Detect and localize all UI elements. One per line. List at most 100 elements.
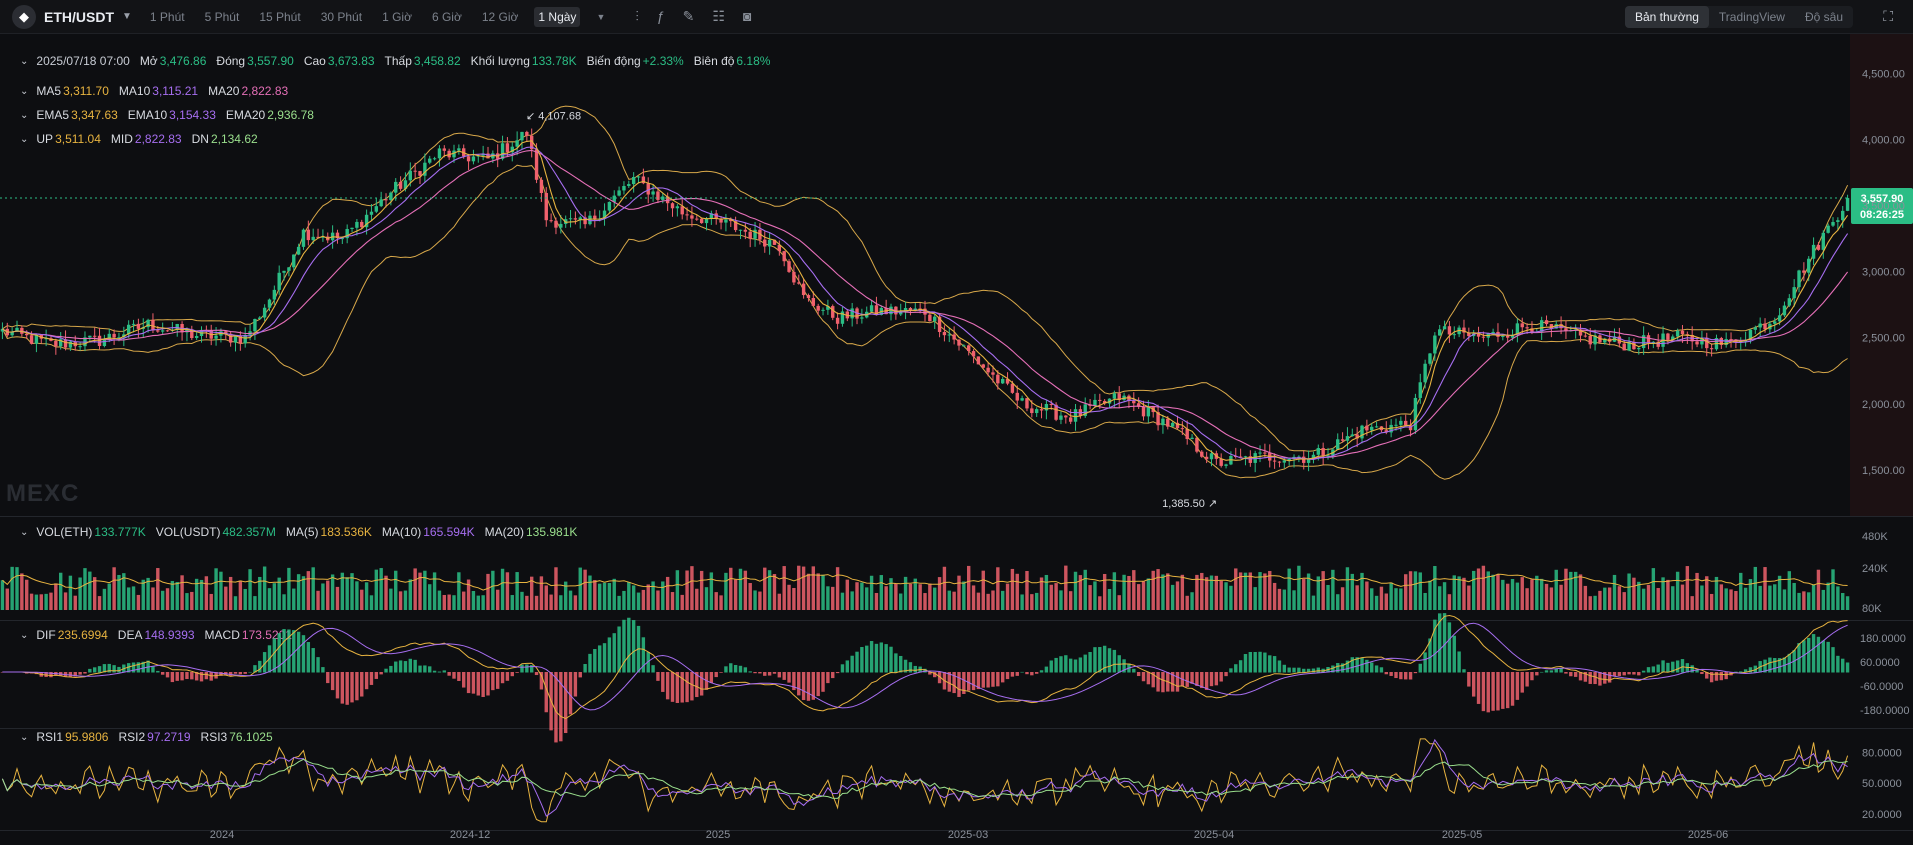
macd-histogram-bar bbox=[1302, 668, 1306, 673]
macd-histogram-bar bbox=[1433, 619, 1437, 673]
indicator-icon[interactable]: ⫶ bbox=[635, 8, 639, 24]
ma-chevron-icon[interactable]: ⌄ bbox=[20, 85, 29, 97]
trading-pair[interactable]: ETH/USDT bbox=[44, 8, 114, 25]
macd-histogram-bar bbox=[408, 658, 413, 673]
price-tick-label: 2,500.00 bbox=[1862, 333, 1905, 345]
macd-histogram-bar bbox=[180, 672, 184, 681]
volume-bar bbox=[1709, 593, 1714, 610]
ema-chevron-icon[interactable]: ⌄ bbox=[20, 109, 29, 121]
macd-histogram-bar bbox=[1777, 658, 1782, 673]
macd-histogram-bar bbox=[646, 652, 650, 673]
rsi-chevron-icon[interactable]: ⌄ bbox=[20, 731, 29, 743]
timeframe-7[interactable]: 1 Ngày bbox=[534, 6, 581, 27]
volume-chevron-icon[interactable]: ⌄ bbox=[20, 526, 29, 538]
volume-bar bbox=[835, 567, 840, 610]
formula-icon[interactable]: ƒ bbox=[656, 8, 665, 24]
candle bbox=[967, 344, 971, 356]
candle bbox=[1428, 352, 1432, 366]
macd-histogram-bar bbox=[1379, 667, 1384, 673]
candle bbox=[617, 186, 621, 197]
view-option-2[interactable]: Độ sâu bbox=[1804, 10, 1843, 24]
layout-icon[interactable]: ☷ bbox=[712, 8, 725, 24]
macd-histogram-bar bbox=[583, 664, 587, 673]
volume-bar bbox=[1311, 595, 1316, 610]
volume-bar bbox=[1753, 566, 1758, 610]
macd-histogram-bar bbox=[1229, 668, 1233, 673]
macd-histogram-bar bbox=[1374, 665, 1379, 673]
volume-bar bbox=[860, 582, 864, 610]
volume-bar bbox=[394, 570, 398, 610]
macd-histogram-bar bbox=[1112, 649, 1117, 673]
macd-histogram-bar bbox=[1768, 657, 1772, 673]
volume-bar bbox=[340, 572, 345, 610]
volume-bar bbox=[15, 567, 19, 610]
volume-bar bbox=[447, 594, 451, 610]
candle bbox=[432, 156, 437, 161]
timeframe-6[interactable]: 12 Giờ bbox=[481, 9, 519, 24]
candle bbox=[816, 303, 820, 316]
vol-eth-value: 133.777K bbox=[94, 525, 146, 539]
pair-dropdown-icon[interactable]: ▼ bbox=[122, 11, 132, 22]
volume-bar bbox=[534, 595, 539, 610]
volume-bar bbox=[908, 583, 913, 610]
timeframe-1[interactable]: 5 Phút bbox=[204, 9, 240, 24]
volume-bar bbox=[1360, 572, 1364, 610]
macd-histogram-bar bbox=[772, 672, 777, 674]
timeframe-0[interactable]: 1 Phút bbox=[149, 9, 185, 24]
collapse-chevron-icon[interactable]: ⌄ bbox=[20, 55, 29, 67]
volume-bar bbox=[0, 580, 5, 610]
fullscreen-icon[interactable]: ⛶ bbox=[1883, 8, 1893, 24]
macd-histogram-bar bbox=[476, 672, 480, 696]
timeframe-2[interactable]: 15 Phút bbox=[259, 9, 301, 24]
volume-bar bbox=[301, 576, 306, 610]
chart-canvas[interactable]: 3,557.90 08:26:25 1,500.00 2,000.00 2,500.00… bbox=[0, 34, 1913, 845]
macd-histogram-bar bbox=[1413, 672, 1418, 674]
view-option-0[interactable]: Bản thường bbox=[1624, 6, 1709, 28]
volume-bar bbox=[602, 582, 607, 610]
macd-histogram-bar bbox=[1345, 660, 1350, 673]
camera-icon[interactable]: ◙ bbox=[742, 8, 752, 24]
macd-chevron-icon[interactable]: ⌄ bbox=[20, 629, 29, 641]
volume-bar bbox=[73, 595, 77, 610]
volume-bar bbox=[1321, 571, 1325, 610]
macd-histogram-bar bbox=[1311, 668, 1316, 673]
timeframe-5[interactable]: 6 Giờ bbox=[431, 9, 462, 24]
x-tick-label: 2025-05 bbox=[1442, 829, 1482, 841]
timeframe-dropdown-icon[interactable]: ▼ bbox=[596, 11, 606, 22]
timeframe-3[interactable]: 30 Phút bbox=[320, 9, 363, 24]
volume-bar bbox=[311, 567, 315, 610]
volume-bar bbox=[962, 581, 966, 610]
macd-histogram-bar bbox=[117, 666, 121, 673]
macd-histogram-bar bbox=[1603, 672, 1607, 684]
macd-tick-label: 60.0000 bbox=[1860, 657, 1900, 669]
macd-histogram-bar bbox=[1481, 672, 1486, 712]
macd-histogram-bar bbox=[1651, 666, 1656, 673]
macd-histogram-bar bbox=[1204, 672, 1209, 690]
rsi2-line bbox=[1, 738, 1848, 817]
candle bbox=[243, 327, 247, 348]
macd-histogram-bar bbox=[1107, 648, 1112, 673]
macd-histogram-bar bbox=[1705, 672, 1709, 679]
dea-value: 148.9393 bbox=[144, 628, 195, 642]
macd-histogram-bar bbox=[1258, 651, 1262, 673]
macd-histogram-bar bbox=[1462, 669, 1466, 673]
volume-bar bbox=[1379, 586, 1384, 610]
macd-histogram-bar bbox=[831, 672, 835, 679]
pencil-icon[interactable]: ✎ bbox=[682, 8, 695, 24]
macd-histogram-bar bbox=[1161, 672, 1165, 693]
candle bbox=[238, 331, 243, 351]
candle bbox=[1719, 336, 1724, 349]
volume-bar bbox=[350, 573, 354, 610]
volume-bar bbox=[219, 571, 223, 610]
ma10-value: 3,115.21 bbox=[152, 84, 199, 98]
macd-histogram-bar bbox=[928, 672, 932, 675]
volume-bar bbox=[597, 583, 602, 610]
macd-histogram-bar bbox=[627, 617, 631, 673]
timeframe-4[interactable]: 1 Giờ bbox=[382, 9, 412, 24]
volume-bar bbox=[1748, 579, 1753, 610]
boll-chevron-icon[interactable]: ⌄ bbox=[20, 133, 29, 145]
candle bbox=[831, 304, 835, 321]
volume-bar bbox=[724, 572, 728, 610]
volume-bar bbox=[384, 575, 388, 610]
view-option-1[interactable]: TradingView bbox=[1718, 10, 1785, 24]
